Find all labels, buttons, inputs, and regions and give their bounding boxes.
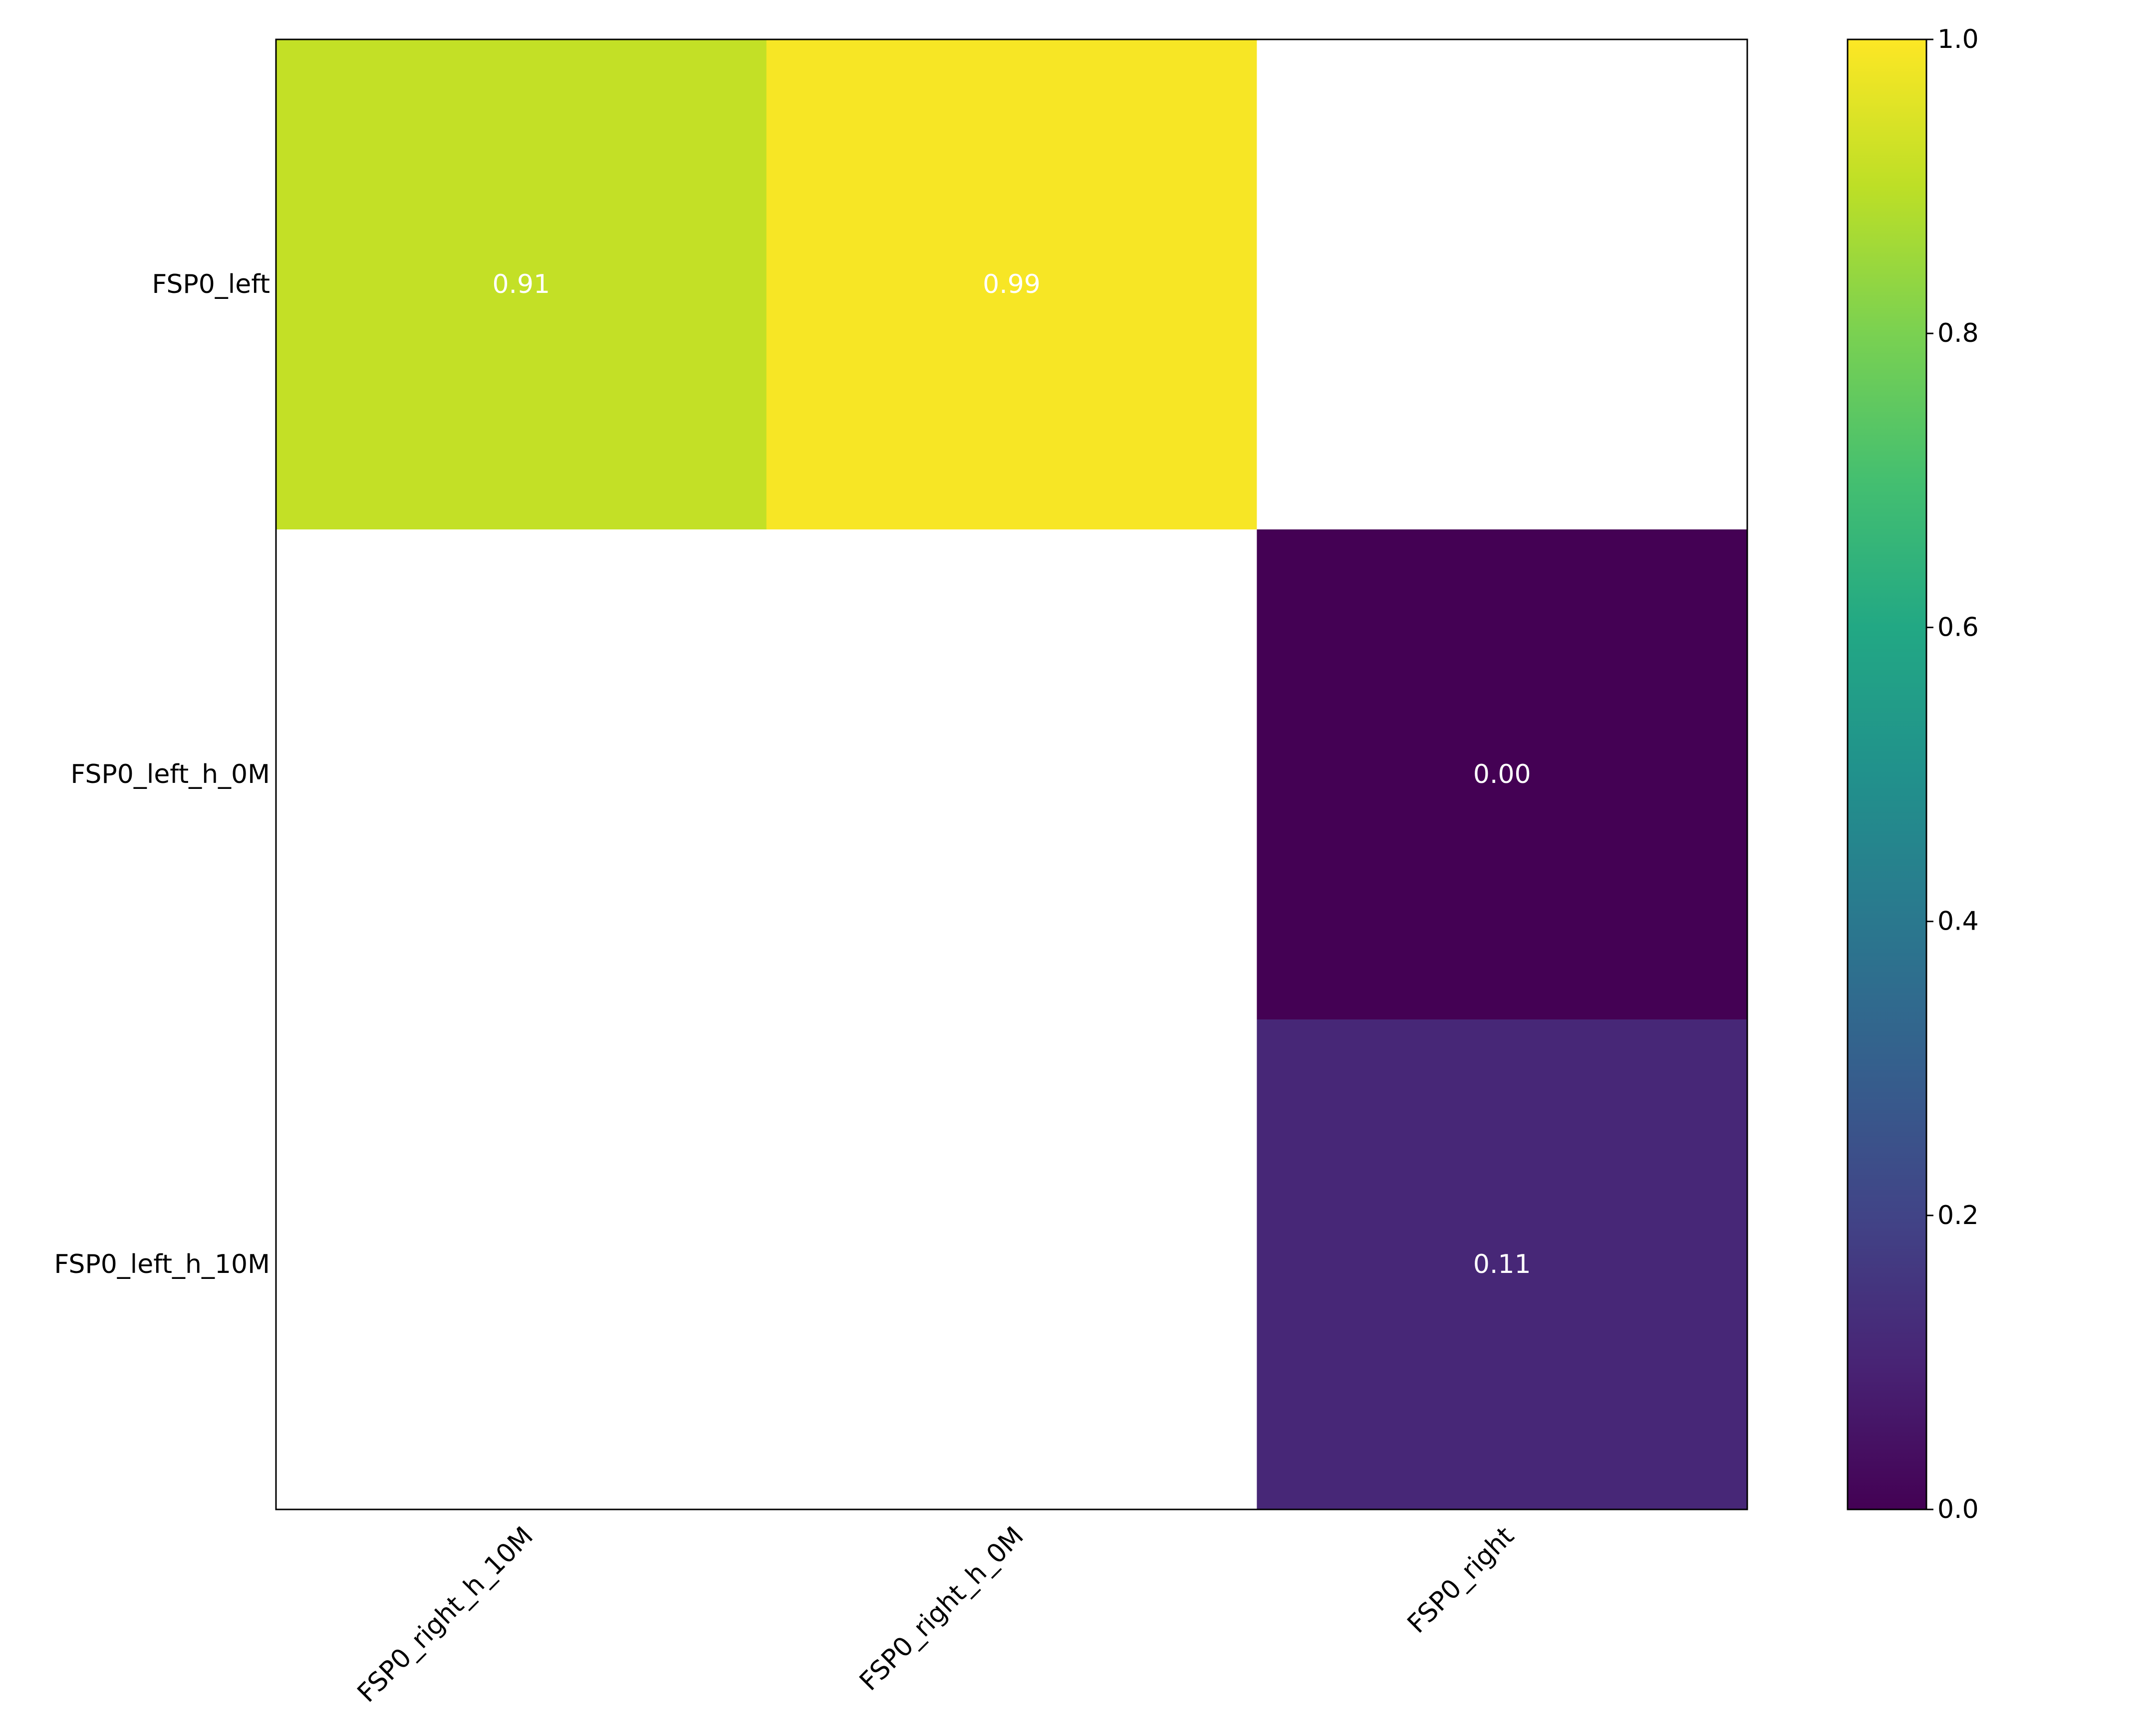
colorbar-tick-label-1: 0.2 [1937, 1201, 1979, 1231]
heatmap-cell-r1-c2 [1257, 529, 1748, 1020]
y-tick-label-1: FSP0_left_h_0M [70, 759, 270, 789]
plot-frame [275, 38, 1748, 1510]
heatmap-cell-r2-c1 [766, 1019, 1257, 1510]
colorbar-gradient [1847, 38, 1927, 1510]
heatmap-cell-r1-c1 [766, 529, 1257, 1020]
heatmap-cell-r0-c0 [276, 39, 767, 530]
colorbar-tick-label-0: 0.0 [1937, 1494, 1979, 1524]
y-tick-labels: FSP0_left FSP0_left_h_0M FSP0_left_h_10M [54, 269, 270, 1279]
colorbar-tick-label-3: 0.6 [1937, 612, 1979, 642]
cell-label-r2-c2: 0.11 [1473, 1249, 1531, 1279]
cell-label-r0-c1: 0.99 [983, 269, 1041, 299]
colorbar-tick-label-4: 0.8 [1937, 318, 1979, 348]
heatmap-cell-r0-c1 [766, 39, 1257, 530]
heatmap-cell-r0-c2 [1257, 39, 1748, 530]
cell-label-r0-c0: 0.91 [492, 269, 550, 299]
cell-annotations: 0.91 0.99 0.00 0.11 [492, 269, 1531, 1279]
cell-label-r1-c2: 0.00 [1473, 759, 1531, 789]
heatmap-cell-r2-c2 [1257, 1019, 1748, 1510]
colorbar-tick-label-2: 0.4 [1937, 907, 1979, 937]
y-tick-label-0: FSP0_left [152, 269, 270, 299]
y-tick-label-2: FSP0_left_h_10M [54, 1249, 270, 1279]
colorbar-tick-label-5: 1.0 [1937, 24, 1979, 54]
heatmap-cell-r2-c0 [276, 1019, 767, 1510]
colorbar: 0.0 0.2 0.4 0.6 0.8 1.0 [1847, 24, 1979, 1524]
heatmap-cell-r1-c0 [276, 529, 767, 1020]
heatmap-cells [276, 39, 1748, 1510]
